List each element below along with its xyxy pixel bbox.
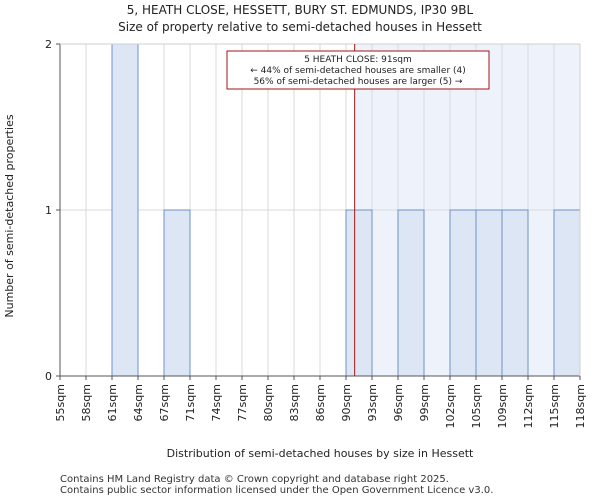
- bar-90sqm: [345, 209, 373, 377]
- x-tick-label: 67sqm: [158, 384, 171, 421]
- y-axis-label: Number of semi-detached properties: [3, 114, 16, 317]
- x-tick-label: 61sqm: [106, 384, 119, 421]
- x-tick-label: 83sqm: [288, 384, 301, 421]
- footer-licence: Contains public sector information licen…: [60, 485, 494, 496]
- bar-67sqm: [163, 209, 191, 377]
- x-axis-label: Distribution of semi-detached houses by …: [167, 447, 474, 460]
- y-tick-label: 2: [45, 38, 52, 51]
- x-axis-ticks: 55sqm 58sqm 61sqm 64sqm 67sqm 71sqm 74sqm 77sqm…: [54, 376, 587, 428]
- y-tick-label: 0: [45, 370, 52, 383]
- bar-96sqm: [397, 209, 425, 377]
- annotation-line3: 56% of semi-detached houses are larger (…: [254, 77, 463, 87]
- x-tick-label: 118sqm: [574, 384, 587, 428]
- x-tick-label: 86sqm: [314, 384, 327, 421]
- x-tick-label: 64sqm: [132, 384, 145, 421]
- x-tick-label: 102sqm: [444, 384, 457, 428]
- x-tick-label: 80sqm: [262, 384, 275, 421]
- footer-copyright: Contains HM Land Registry data © Crown c…: [60, 474, 449, 485]
- bar-105sqm: [475, 209, 503, 377]
- x-tick-label: 96sqm: [392, 384, 405, 421]
- x-tick-label: 112sqm: [522, 384, 535, 428]
- bar-61sqm: [111, 43, 139, 377]
- x-tick-label: 93sqm: [366, 384, 379, 421]
- x-tick-label: 109sqm: [496, 384, 509, 428]
- annotation-box: [226, 50, 490, 90]
- x-tick-label: 74sqm: [210, 384, 223, 421]
- y-axis-ticks: 0 1 2: [45, 38, 60, 383]
- x-tick-label: 105sqm: [470, 384, 483, 428]
- x-tick-label: 71sqm: [184, 384, 197, 421]
- x-tick-label: 77sqm: [236, 384, 249, 421]
- x-tick-label: 99sqm: [418, 384, 431, 421]
- bar-102sqm: [449, 209, 477, 377]
- y-tick-label: 1: [45, 204, 52, 217]
- annotation-line1: 5 HEATH CLOSE: 91sqm: [304, 55, 412, 65]
- bar-115sqm: [553, 209, 581, 377]
- annotation-line2: ← 44% of semi-detached houses are smalle…: [250, 66, 466, 76]
- x-tick-label: 55sqm: [54, 384, 67, 421]
- chart-subtitle: Size of property relative to semi-detach…: [118, 20, 482, 34]
- chart-title: 5, HEATH CLOSE, HESSETT, BURY ST. EDMUND…: [126, 3, 474, 17]
- x-tick-label: 115sqm: [548, 384, 561, 428]
- x-tick-label: 90sqm: [340, 384, 353, 421]
- bar-109sqm: [501, 209, 529, 377]
- x-tick-label: 58sqm: [80, 384, 93, 421]
